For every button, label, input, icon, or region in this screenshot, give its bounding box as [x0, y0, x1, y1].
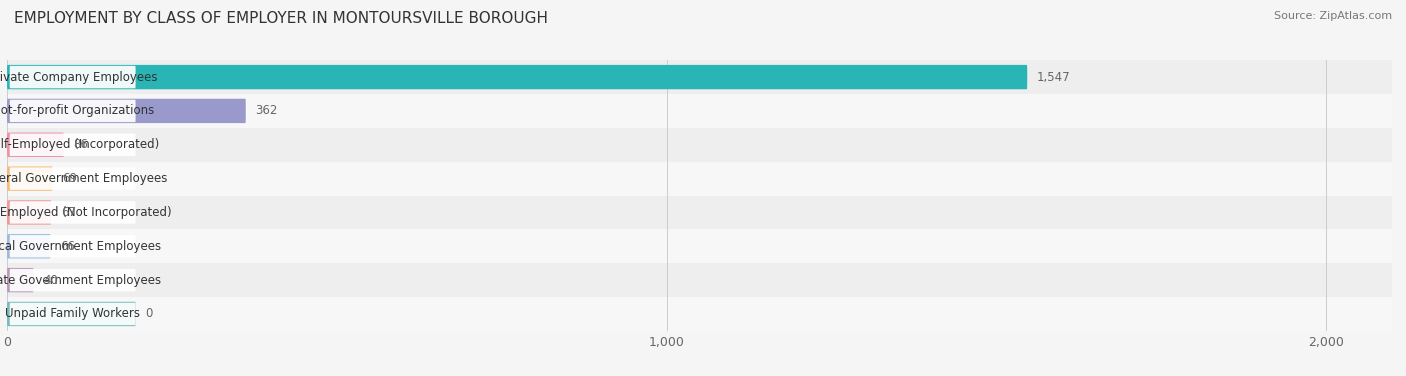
- Text: Private Company Employees: Private Company Employees: [0, 71, 157, 83]
- Bar: [7, 60, 1392, 94]
- FancyBboxPatch shape: [10, 66, 135, 88]
- FancyBboxPatch shape: [10, 100, 135, 122]
- Text: 0: 0: [146, 308, 153, 320]
- Text: EMPLOYMENT BY CLASS OF EMPLOYER IN MONTOURSVILLE BOROUGH: EMPLOYMENT BY CLASS OF EMPLOYER IN MONTO…: [14, 11, 548, 26]
- Text: 66: 66: [60, 240, 76, 253]
- Text: Unpaid Family Workers: Unpaid Family Workers: [6, 308, 141, 320]
- FancyBboxPatch shape: [10, 303, 135, 325]
- Text: 69: 69: [62, 172, 77, 185]
- FancyBboxPatch shape: [10, 269, 135, 291]
- Bar: [7, 162, 1392, 196]
- FancyBboxPatch shape: [10, 167, 135, 190]
- FancyBboxPatch shape: [7, 268, 34, 292]
- FancyBboxPatch shape: [10, 235, 135, 258]
- FancyBboxPatch shape: [7, 302, 135, 326]
- Text: 362: 362: [256, 105, 278, 117]
- Text: Self-Employed (Not Incorporated): Self-Employed (Not Incorporated): [0, 206, 172, 219]
- Text: 40: 40: [44, 274, 58, 287]
- Text: Local Government Employees: Local Government Employees: [0, 240, 160, 253]
- FancyBboxPatch shape: [10, 133, 135, 156]
- Bar: [7, 128, 1392, 162]
- Bar: [7, 229, 1392, 263]
- Bar: [7, 263, 1392, 297]
- Text: Not-for-profit Organizations: Not-for-profit Organizations: [0, 105, 153, 117]
- Text: State Government Employees: State Government Employees: [0, 274, 162, 287]
- FancyBboxPatch shape: [7, 99, 246, 123]
- Bar: [7, 94, 1392, 128]
- Text: Federal Government Employees: Federal Government Employees: [0, 172, 167, 185]
- Text: Self-Employed (Incorporated): Self-Employed (Incorporated): [0, 138, 159, 151]
- FancyBboxPatch shape: [7, 167, 52, 191]
- FancyBboxPatch shape: [7, 200, 51, 224]
- Bar: [7, 297, 1392, 331]
- FancyBboxPatch shape: [7, 234, 51, 258]
- Text: 86: 86: [73, 138, 89, 151]
- Text: 67: 67: [60, 206, 76, 219]
- FancyBboxPatch shape: [7, 133, 63, 157]
- FancyBboxPatch shape: [10, 201, 135, 224]
- Text: Source: ZipAtlas.com: Source: ZipAtlas.com: [1274, 11, 1392, 21]
- FancyBboxPatch shape: [7, 65, 1028, 89]
- Text: 1,547: 1,547: [1038, 71, 1071, 83]
- Bar: [7, 196, 1392, 229]
